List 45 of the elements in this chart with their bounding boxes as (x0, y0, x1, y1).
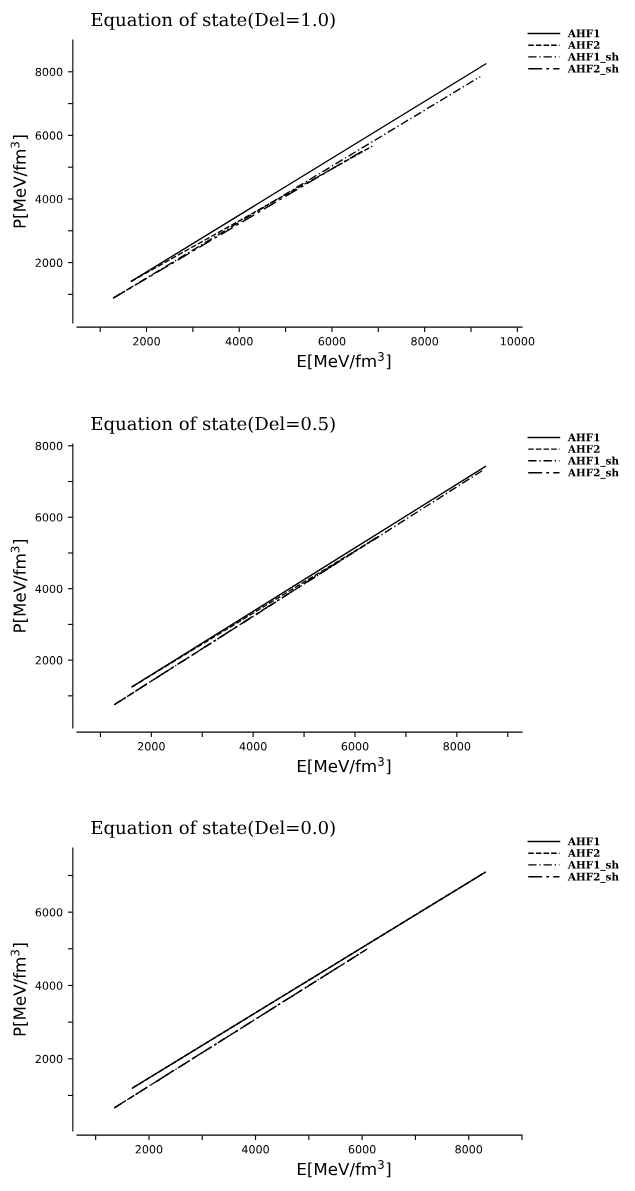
legend-label: AHF1 (567, 29, 600, 38)
x-tick-label: 2000 (138, 742, 165, 751)
x-axis-title: E[MeV/fm$^{3}$] (297, 1160, 391, 1178)
legend-label: AHF2 (567, 41, 600, 49)
y-tick-label: 6000 (35, 131, 63, 140)
x-tick-label: 2000 (133, 337, 160, 346)
x-tick-label: 8000 (443, 742, 471, 751)
y-axis-title: P[MeV/fm$^{3}$] (10, 540, 28, 632)
y-tick-label: 2000 (35, 656, 63, 665)
legend-label: AHF1_sh (567, 860, 619, 871)
x-tick-label: 6000 (348, 1145, 376, 1154)
x-tick-label: 4000 (241, 1145, 269, 1154)
legend-label: AHF1 (567, 433, 600, 442)
legend-label: AHF2 (567, 445, 600, 453)
y-tick-label: 2000 (35, 258, 63, 267)
y-tick-label: 6000 (35, 908, 63, 917)
x-axis-title: E[MeV/fm$^{3}$] (297, 352, 391, 370)
x-tick-label: 6000 (318, 337, 346, 346)
y-axis-title: P[MeV/fm$^{3}$] (10, 943, 28, 1036)
x-axis-title: E[MeV/fm$^{3}$] (297, 757, 391, 775)
x-tick-label: 4000 (239, 742, 267, 751)
y-tick-label: 4000 (35, 584, 63, 594)
x-tick-label: 4000 (225, 337, 253, 346)
y-tick-label: 2000 (35, 1054, 63, 1064)
x-tick-label: 6000 (341, 742, 369, 751)
x-tick-label: 8000 (411, 337, 439, 346)
legend-label: AHF1_sh (567, 456, 619, 467)
legend-label: AHF2_sh (567, 468, 619, 479)
legend-label: AHF2 (567, 849, 600, 857)
x-tick-label: 10000 (500, 337, 535, 346)
y-tick-label: 8000 (35, 441, 63, 451)
y-tick-label: 6000 (35, 513, 63, 522)
chart-title: Equation of state(Del=0.0) (91, 820, 335, 838)
legend-label: AHF2_sh (567, 64, 619, 75)
y-axis-title: P[MeV/fm$^{3}$] (10, 135, 28, 228)
y-tick-label: 8000 (35, 67, 63, 77)
legend-label: AHF2_sh (567, 872, 619, 883)
x-tick-label: 8000 (455, 1145, 483, 1154)
legend-label: AHF1_sh (567, 52, 619, 63)
x-tick-label: 2000 (135, 1145, 163, 1154)
chart-title: Equation of state(Del=0.5) (91, 416, 335, 434)
chart-title: Equation of state(Del=1.0) (91, 12, 335, 30)
y-tick-label: 4000 (35, 981, 63, 990)
legend-label: AHF1 (567, 837, 600, 846)
y-tick-label: 4000 (35, 194, 63, 204)
